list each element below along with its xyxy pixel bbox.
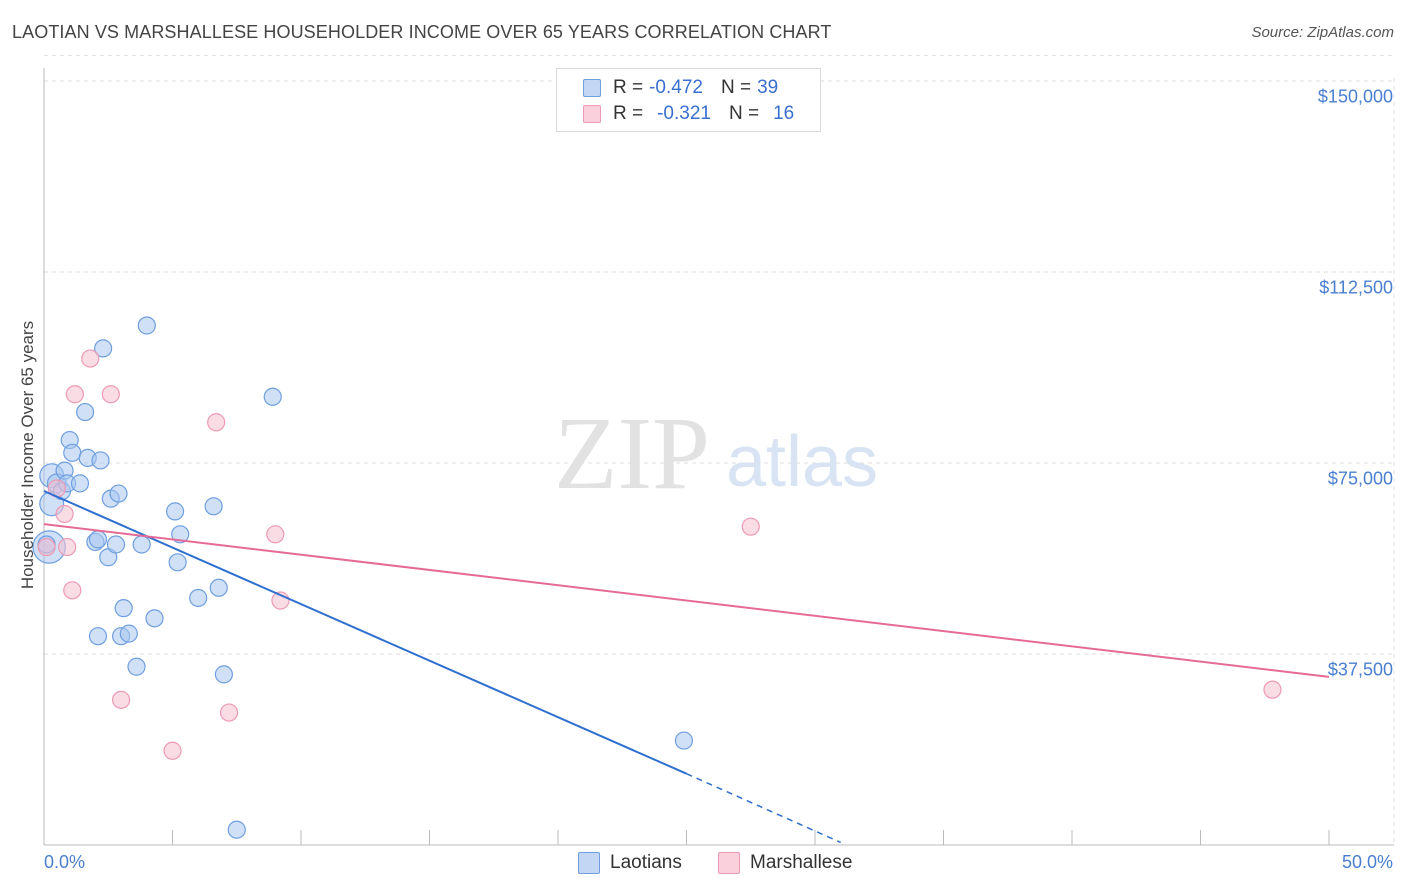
laotians-point	[63, 443, 82, 462]
laotians-point	[227, 820, 246, 839]
laotians-point	[137, 316, 156, 335]
marshallese-point	[207, 413, 226, 432]
laotians-point	[214, 665, 233, 684]
y-axis-label: Householder Income Over 65 years	[18, 320, 37, 590]
laotians-point	[165, 502, 185, 521]
watermark: ZIP atlas	[554, 396, 878, 511]
laotians-swatch	[583, 79, 601, 97]
legend-row-marshallese: R = -0.321 N = 16	[583, 103, 812, 125]
marshallese-point	[163, 741, 182, 760]
marshallese-point	[1263, 680, 1282, 699]
n-label: N =	[720, 77, 752, 98]
marshallese-point	[741, 517, 760, 536]
trend-lines	[43, 490, 1330, 844]
legend-item-marshallese[interactable]: Marshallese	[718, 852, 852, 874]
marshallese-legend-swatch	[718, 852, 740, 874]
watermark-zip: ZIP	[554, 396, 710, 511]
marshallese-point	[219, 703, 239, 722]
marshallese-point	[101, 385, 120, 404]
data-points	[32, 316, 1282, 839]
marshallese-point	[266, 525, 285, 544]
laotians-point	[127, 657, 146, 676]
laotians-point	[114, 599, 133, 618]
r-label: R =	[613, 103, 644, 124]
laotians-point	[106, 535, 126, 554]
marshallese-point	[55, 504, 74, 524]
correlation-legend: R = -0.472 N = 39 R = -0.321 N = 16	[556, 68, 821, 132]
marshallese-point	[81, 349, 100, 368]
marshallese-point	[58, 537, 77, 557]
marshallese-swatch	[583, 105, 601, 123]
n-label: N =	[728, 103, 760, 124]
legend-item-laotians[interactable]: Laotians	[578, 852, 682, 874]
laotians-point	[91, 451, 110, 470]
watermark-atlas: atlas	[726, 422, 878, 502]
laotians-point	[263, 387, 282, 406]
y-tick-label: $150,000	[1317, 86, 1393, 107]
laotians-point	[674, 731, 694, 750]
y-tick-label: $112,500	[1319, 277, 1393, 298]
y-tick-label: $37,500	[1327, 659, 1393, 680]
marshallese-point	[65, 385, 84, 404]
laotians-legend-swatch	[578, 852, 600, 874]
gridlines	[44, 55, 1395, 845]
laotians-point	[145, 609, 164, 628]
laotians-point	[76, 402, 95, 422]
x-tick-label: 50.0%	[1341, 852, 1393, 872]
laotians-point	[204, 497, 223, 516]
r-label: R =	[613, 77, 644, 98]
laotians-legend-label: Laotians	[610, 852, 682, 873]
marshallese-point	[111, 690, 131, 709]
r-value: -0.472	[649, 77, 703, 98]
laotians-point	[109, 484, 128, 503]
laotians-trend-line	[43, 490, 687, 775]
laotians-point	[209, 578, 228, 597]
axes	[43, 68, 1394, 846]
chart-title: LAOTIAN VS MARSHALLESE HOUSEHOLDER INCOM…	[12, 22, 832, 42]
r-value: -0.321	[657, 103, 711, 124]
marshallese-legend-label: Marshallese	[750, 852, 853, 873]
marshallese-trend-line	[43, 523, 1330, 678]
laotians-point	[119, 624, 138, 643]
legend-row-laotians: R = -0.472 N = 39	[583, 77, 796, 99]
laotians-trend-extension	[686, 773, 842, 844]
laotians-point	[189, 588, 208, 608]
laotians-point	[94, 339, 113, 358]
marshallese-point	[37, 537, 56, 557]
laotians-point	[70, 474, 90, 493]
laotians-point	[132, 535, 151, 554]
n-value: 39	[757, 77, 779, 98]
laotians-point	[88, 627, 108, 646]
laotians-point	[171, 525, 190, 544]
marshallese-point	[63, 581, 82, 600]
x-tick-label: 0.0%	[44, 852, 86, 872]
laotians-point	[168, 553, 187, 572]
laotians-point	[88, 530, 108, 549]
y-tick-label: $75,000	[1327, 468, 1393, 489]
source-label: Source: ZipAtlas.com	[1251, 24, 1394, 41]
n-value: 16	[773, 103, 795, 124]
